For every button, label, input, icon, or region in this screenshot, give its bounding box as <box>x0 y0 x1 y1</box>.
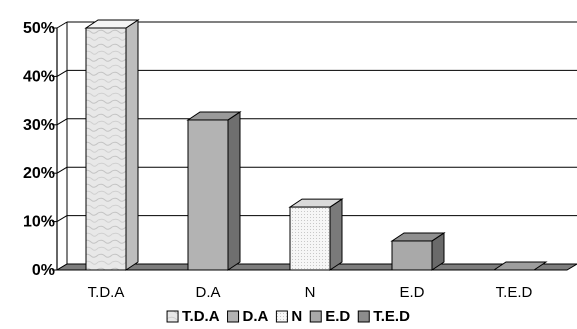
x-axis-labels: T.D.A D.A N E.D T.E.D <box>88 284 533 301</box>
y-axis: 0% 10% 20% 30% 40% 50% <box>23 20 68 279</box>
gridline-side <box>56 21 68 29</box>
gridline-side <box>56 215 68 223</box>
bar-front <box>289 206 331 271</box>
bars <box>84 19 548 271</box>
legend-entry: T.E.D <box>357 308 410 325</box>
bar <box>186 111 242 271</box>
x-tick-label: T.E.D <box>496 284 533 301</box>
bar-side <box>125 19 139 271</box>
bar <box>288 198 344 271</box>
bar-top <box>492 261 548 271</box>
gridlines <box>56 21 577 271</box>
bar <box>492 261 548 271</box>
y-tick-label: 40% <box>23 68 55 85</box>
legend-label: T.E.D <box>373 308 410 325</box>
y-tick-label: 30% <box>23 117 55 134</box>
x-tick-label: D.A <box>195 284 220 301</box>
legend-label: D.A <box>243 308 269 325</box>
gridline-side <box>56 118 68 126</box>
legend-swatch <box>275 310 288 323</box>
legend-label: N <box>291 308 302 325</box>
gridline-side <box>56 166 68 174</box>
x-tick-label: N <box>305 284 316 301</box>
bar-front <box>85 27 127 271</box>
y-tick-label: 0% <box>32 262 55 279</box>
legend-entry: D.A <box>227 308 269 325</box>
legend-swatch <box>357 310 370 323</box>
bar-front <box>391 240 433 271</box>
legend-entry: E.D <box>309 308 350 325</box>
legend-swatch <box>309 310 322 323</box>
legend-label: T.D.A <box>182 308 220 325</box>
x-tick-label: E.D <box>399 284 424 301</box>
gridline-side <box>56 69 68 77</box>
y-tick-label: 20% <box>23 165 55 182</box>
legend: T.D.A D.A N E.D T.E.D <box>166 308 410 325</box>
y-tick-label: 10% <box>23 214 55 231</box>
bar-front <box>187 119 229 271</box>
bar-side <box>227 111 241 271</box>
legend-swatch <box>166 310 179 323</box>
bar <box>84 19 140 271</box>
y-tick-label: 50% <box>23 20 55 37</box>
legend-entry: N <box>275 308 302 325</box>
x-tick-label: T.D.A <box>88 284 125 301</box>
bar <box>390 232 446 271</box>
legend-entry: T.D.A <box>166 308 220 325</box>
legend-swatch <box>227 310 240 323</box>
bar-side <box>329 198 343 271</box>
legend-label: E.D <box>325 308 350 325</box>
